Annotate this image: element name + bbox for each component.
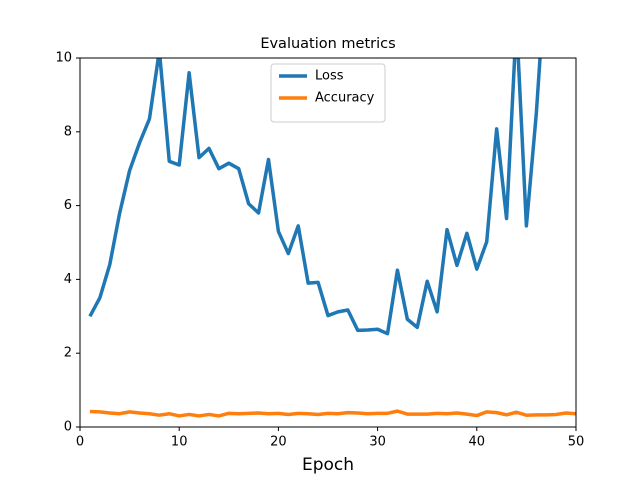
y-tick-label: 4 xyxy=(64,272,72,287)
x-tick-label: 0 xyxy=(76,435,84,450)
x-axis-label: Epoch xyxy=(302,455,354,475)
y-tick-label: 10 xyxy=(55,51,72,66)
plot-lines xyxy=(88,58,576,418)
chart-title: Evaluation metrics xyxy=(260,36,395,52)
x-tick-label: 40 xyxy=(469,435,486,450)
x-tick-label: 10 xyxy=(171,435,188,450)
series-line xyxy=(89,409,576,418)
y-tick-label: 8 xyxy=(64,124,72,139)
y-tick-label: 0 xyxy=(64,420,72,435)
legend-label: Loss xyxy=(315,69,344,84)
y-tick-label: 6 xyxy=(64,198,72,213)
legend-box xyxy=(270,63,386,123)
series-line xyxy=(88,58,542,336)
legend-label: Accuracy xyxy=(315,91,375,106)
x-tick-label: 30 xyxy=(369,435,386,450)
x-tick-label: 50 xyxy=(568,435,585,450)
plot-frame xyxy=(79,57,577,428)
x-tick-label: 20 xyxy=(270,435,287,450)
y-tick-label: 2 xyxy=(64,346,72,361)
